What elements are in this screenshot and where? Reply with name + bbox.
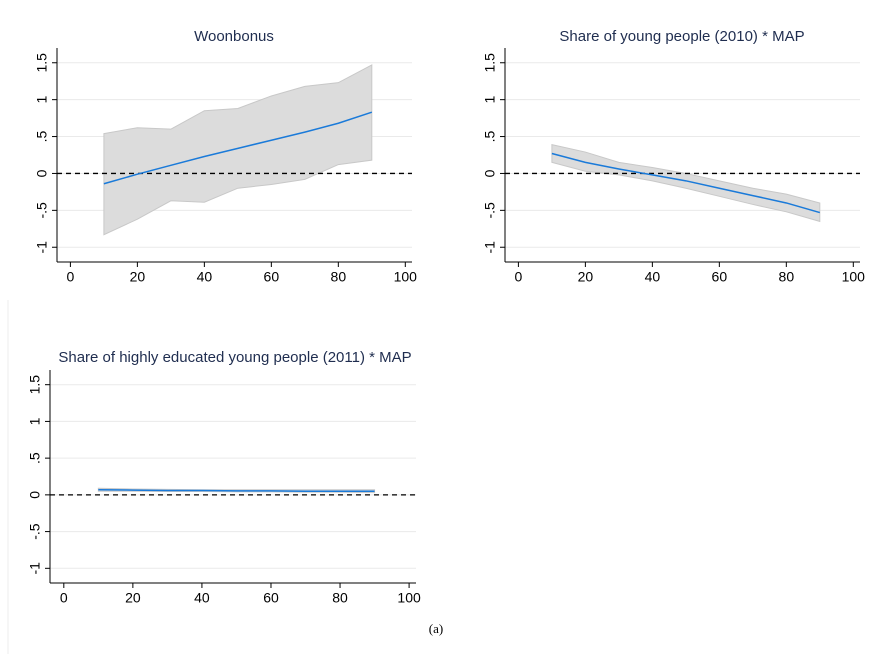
y-tick-label: 1.5 xyxy=(27,375,43,395)
x-tick-label: 40 xyxy=(645,269,661,285)
confidence-band xyxy=(551,144,821,223)
estimate-line xyxy=(98,488,375,492)
x-tick-label: 40 xyxy=(194,590,210,606)
y-tick-label: -1 xyxy=(34,241,50,254)
chart-title: Share of young people (2010) * MAP xyxy=(559,28,804,45)
x-tick-label: 40 xyxy=(197,269,213,285)
caption: (a) xyxy=(429,621,443,636)
y-tick-label: .5 xyxy=(34,131,50,143)
y-tick-label: 0 xyxy=(27,491,43,499)
x-tick-label: 60 xyxy=(264,269,280,285)
chart-title: Share of highly educated young people (2… xyxy=(58,349,411,366)
x-tick-label: 60 xyxy=(263,590,279,606)
y-tick-label: -1 xyxy=(482,241,498,254)
chart-title: Woonbonus xyxy=(194,28,274,45)
y-tick-label: -.5 xyxy=(27,523,43,540)
y-tick-label: 1.5 xyxy=(482,53,498,73)
x-tick-label: 100 xyxy=(842,269,866,285)
x-tick-label: 80 xyxy=(779,269,795,285)
x-tick-label: 20 xyxy=(130,269,146,285)
x-tick-label: 100 xyxy=(394,269,418,285)
y-tick-label: .5 xyxy=(482,131,498,143)
x-tick-label: 80 xyxy=(332,590,348,606)
x-tick-label: 20 xyxy=(125,590,141,606)
estimate-line xyxy=(551,152,821,214)
x-tick-label: 20 xyxy=(578,269,594,285)
confidence-band xyxy=(103,64,373,236)
y-tick-label: 1.5 xyxy=(34,53,50,73)
estimate-line xyxy=(103,111,373,185)
y-tick-label: 0 xyxy=(34,169,50,177)
y-tick-label: 0 xyxy=(482,169,498,177)
x-tick-label: 80 xyxy=(331,269,347,285)
x-tick-label: 60 xyxy=(712,269,728,285)
y-tick-label: -.5 xyxy=(34,202,50,219)
x-tick-label: 0 xyxy=(60,590,68,606)
y-tick-label: -1 xyxy=(27,562,43,575)
x-tick-label: 0 xyxy=(66,269,74,285)
x-tick-label: 0 xyxy=(514,269,522,285)
y-tick-label: 1 xyxy=(34,96,50,104)
x-tick-label: 100 xyxy=(397,590,421,606)
y-tick-label: -.5 xyxy=(482,202,498,219)
y-tick-label: 1 xyxy=(482,96,498,104)
y-tick-label: .5 xyxy=(27,452,43,464)
y-tick-label: 1 xyxy=(27,417,43,425)
